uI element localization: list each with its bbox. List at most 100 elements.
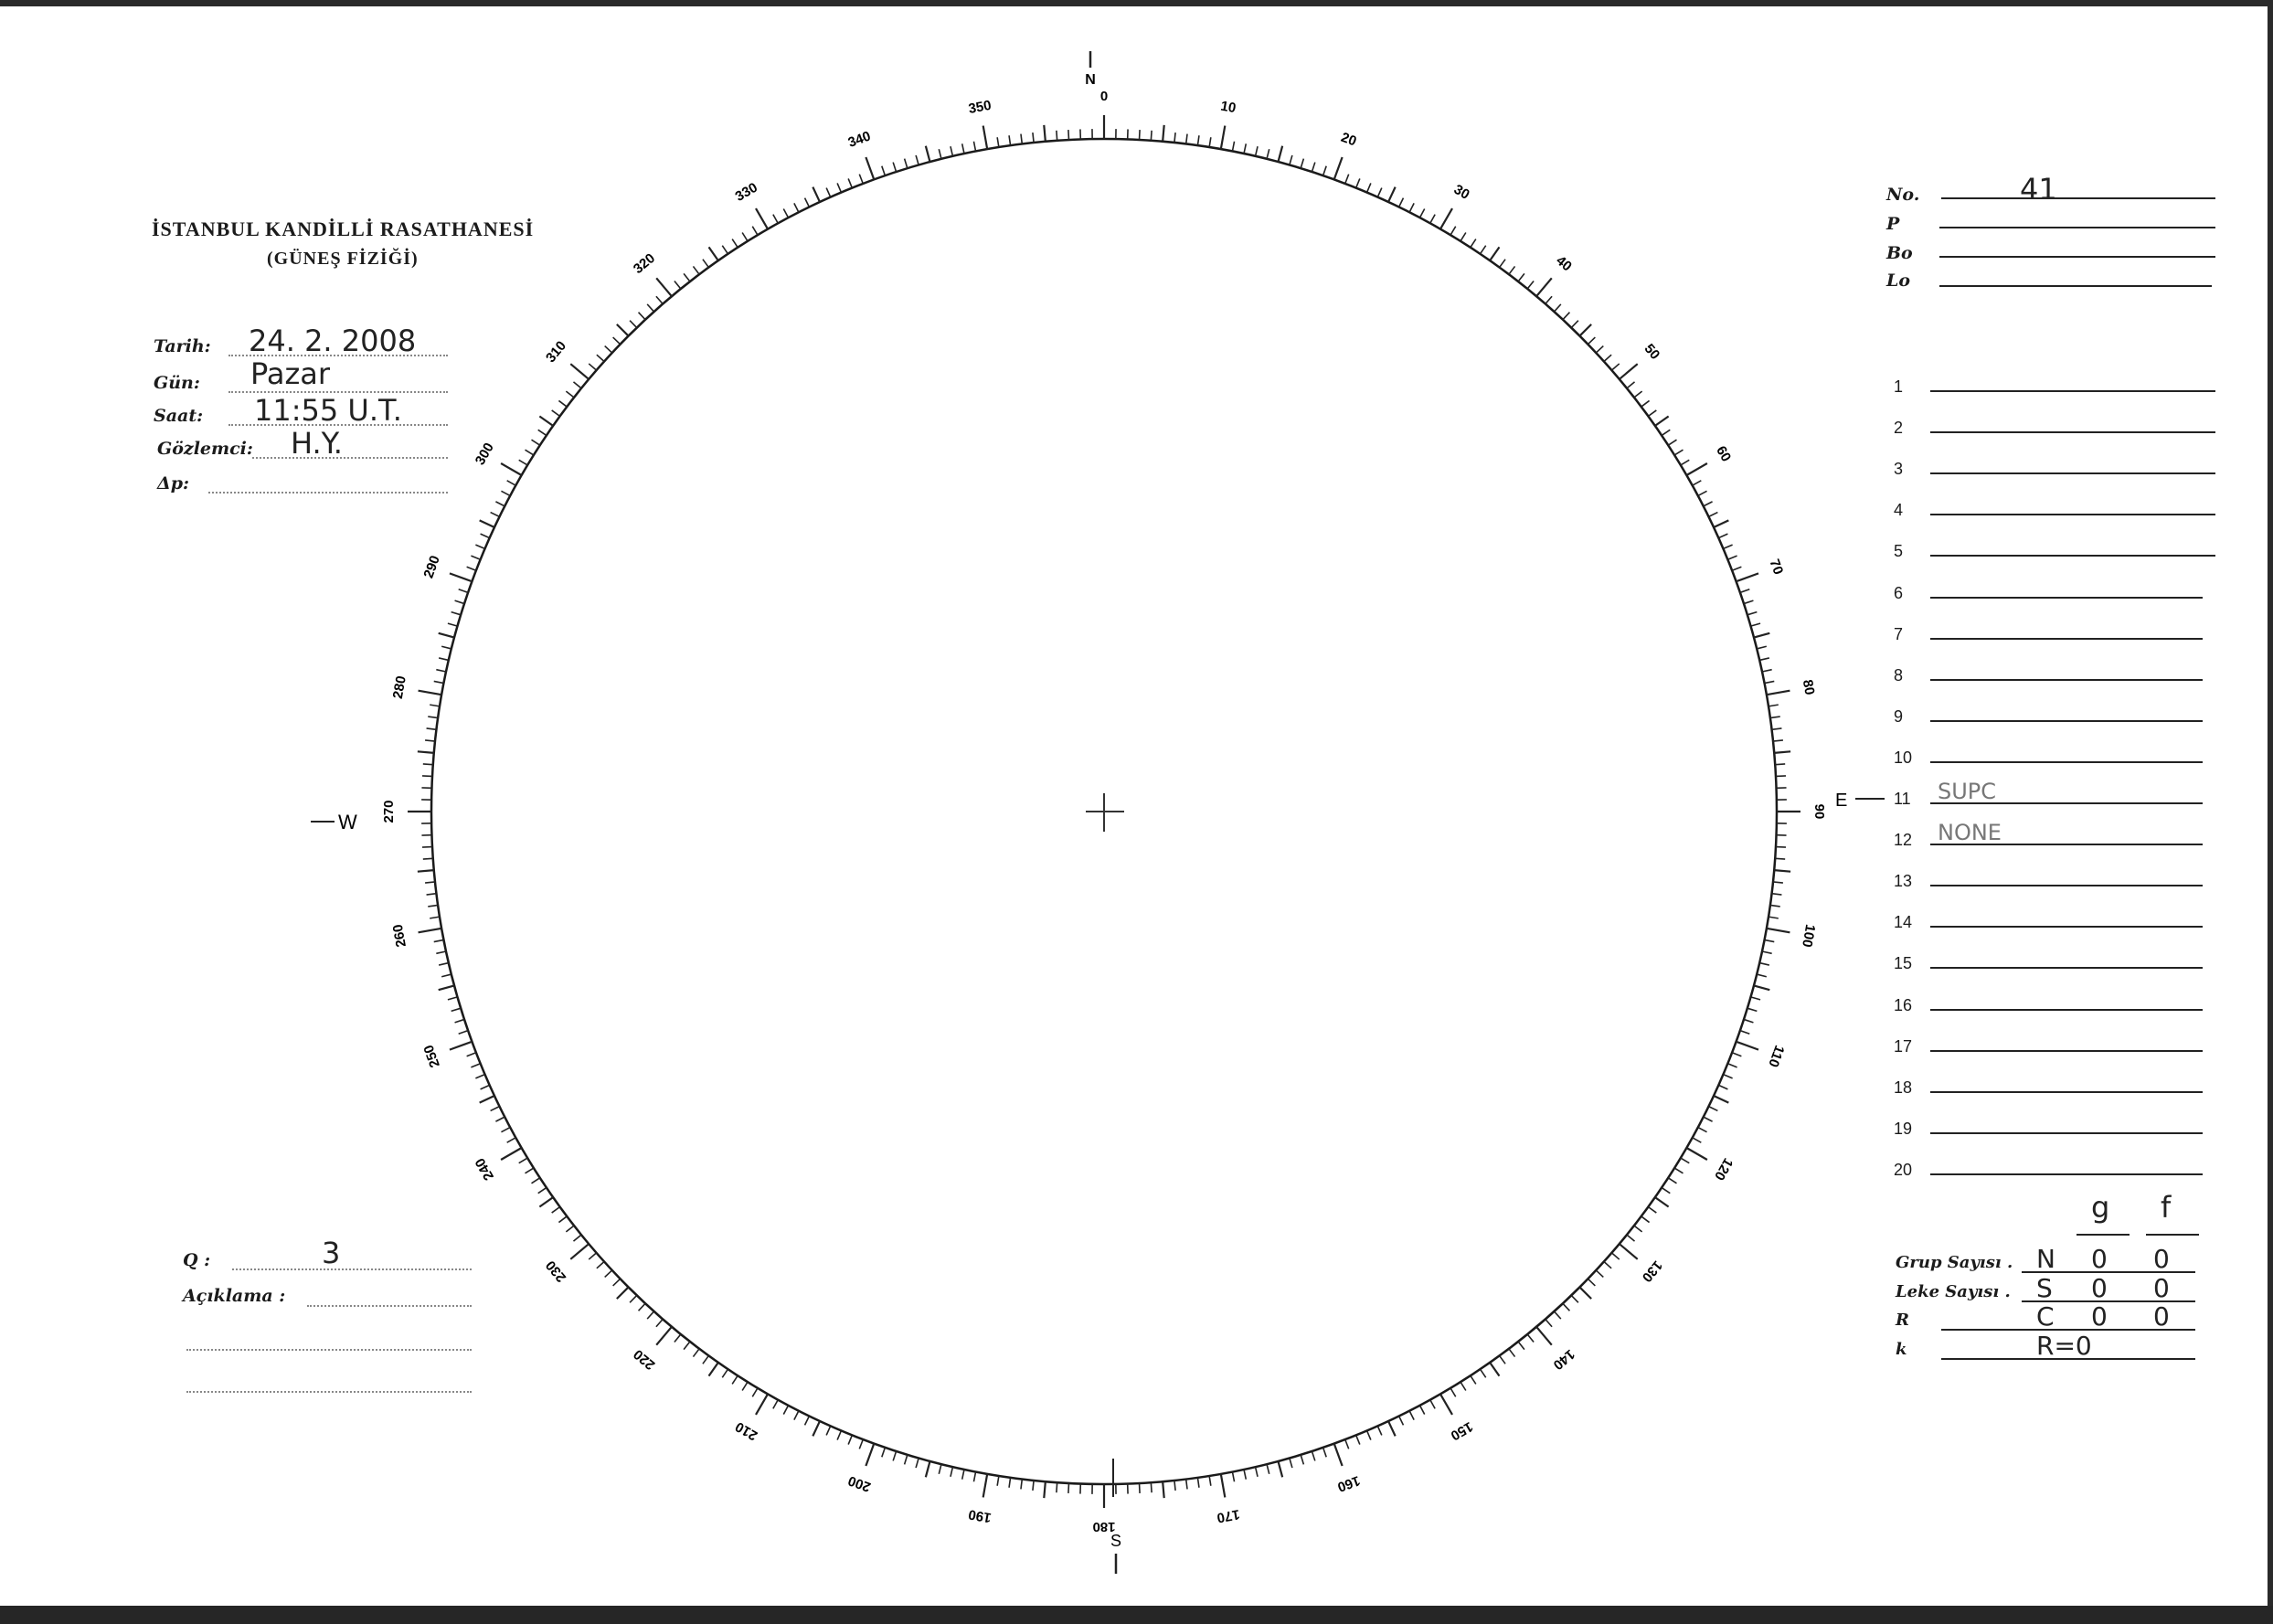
scale-tick (438, 984, 455, 992)
group-count-field[interactable]: 0 (2091, 1244, 2108, 1274)
date-field[interactable]: 24. 2. 2008 (249, 324, 417, 358)
scale-tick (847, 178, 854, 188)
scale-tick (1387, 1420, 1397, 1437)
scale-tick (1750, 996, 1761, 1001)
scale-tick (741, 1381, 749, 1391)
scale-tick (1508, 265, 1516, 275)
scale-tick (1680, 459, 1690, 466)
scale-tick (1685, 1147, 1708, 1161)
scale-tick (674, 1333, 682, 1343)
group-count-field[interactable]: 0 (2091, 1301, 2108, 1332)
line-rule (1930, 596, 2203, 599)
line-number: 20 (1894, 1160, 1913, 1179)
scale-tick (1633, 1225, 1643, 1233)
scale-tick (996, 137, 1000, 148)
scale-tick (1685, 462, 1708, 476)
scale-tick (1311, 162, 1316, 173)
scale-tick (417, 869, 434, 873)
group-count-field[interactable]: 0 (2091, 1272, 2108, 1303)
scale-tick (588, 1252, 598, 1260)
scale-tick (1526, 1333, 1535, 1343)
scale-tick (751, 226, 759, 236)
scale-tick (1772, 739, 1783, 742)
time-field[interactable]: 11:55 U.T. (254, 393, 402, 428)
scale-tick (702, 1354, 710, 1364)
scale-tick (1184, 1479, 1188, 1490)
scale-tick (616, 1286, 630, 1300)
scale-tick (1219, 125, 1227, 150)
scale-tick (1562, 312, 1571, 321)
scale-tick (1747, 610, 1758, 616)
scale-tick (1032, 1480, 1035, 1491)
line-rule (1930, 719, 2203, 722)
scale-label: 0 (1100, 89, 1108, 104)
scale-label: 250 (420, 1043, 443, 1069)
scale-tick (1775, 845, 1787, 848)
scale-tick (865, 156, 876, 180)
line-entry-field[interactable]: SUPC (1938, 779, 1997, 804)
scale-tick (1266, 148, 1270, 160)
scale-tick (865, 1443, 876, 1467)
scale-label: 20 (1339, 130, 1358, 150)
hemisphere-field[interactable]: C (2036, 1301, 2055, 1332)
spot-count-field[interactable]: 0 (2153, 1272, 2170, 1303)
scale-tick (803, 197, 811, 207)
scale-tick (433, 939, 444, 943)
day-field[interactable]: Pazar (250, 356, 331, 391)
scale-tick (782, 208, 790, 218)
spot-count-field[interactable]: 0 (2153, 1301, 2170, 1332)
scale-tick (1718, 533, 1728, 539)
counts-label: k (1896, 1339, 1907, 1359)
scale-label: 260 (390, 923, 409, 949)
scale-tick (1418, 1405, 1426, 1415)
scale-tick (793, 1410, 800, 1420)
scale-tick (1736, 572, 1759, 583)
scale-tick (422, 857, 433, 860)
observer-field[interactable]: H.Y. (291, 426, 343, 461)
hemisphere-field[interactable]: N (2036, 1244, 2055, 1274)
scale-tick (629, 320, 638, 329)
line-rule (1930, 555, 2215, 557)
scale-label: 150 (1448, 1418, 1475, 1443)
scale-tick (1731, 1052, 1742, 1057)
scale-tick (1578, 324, 1592, 337)
scale-tick (447, 996, 458, 1001)
no-label: No. (1886, 185, 1920, 205)
scale-tick (1517, 1341, 1525, 1351)
scale-tick (1626, 1234, 1636, 1242)
scale-tick (1647, 409, 1657, 418)
col-header-g: g (2091, 1190, 2110, 1225)
scale-tick (1603, 354, 1612, 363)
line-number: 16 (1894, 995, 1913, 1014)
scale-tick (612, 336, 621, 345)
scale-tick (1641, 399, 1651, 408)
scale-tick (490, 511, 500, 518)
scale-tick (501, 490, 511, 497)
q-field[interactable]: 3 (322, 1236, 341, 1270)
scale-tick (1460, 1381, 1467, 1391)
time-label: Saat: (154, 406, 204, 426)
scale-tick (938, 1463, 942, 1475)
scale-tick (1667, 1177, 1677, 1184)
spot-count-field[interactable]: 0 (2153, 1244, 2170, 1274)
hemisphere-field[interactable]: S (2036, 1272, 2053, 1303)
scan-border-top (0, 0, 2273, 6)
no-field[interactable]: 41 (2020, 172, 2057, 207)
hemisphere-field[interactable]: R=0 (2036, 1330, 2092, 1361)
scale-tick (1397, 197, 1405, 207)
scale-label: 80 (1800, 678, 1818, 695)
scale-tick (479, 1095, 495, 1104)
scale-tick (518, 1157, 528, 1164)
scale-tick (1365, 1430, 1372, 1440)
scale-tick (1769, 716, 1780, 719)
scale-tick (1562, 1302, 1571, 1311)
scale-tick (1661, 429, 1671, 437)
south-label: S (1110, 1532, 1121, 1550)
scale-tick (646, 1311, 655, 1320)
scale-tick (441, 973, 452, 978)
line-number: 7 (1894, 624, 1904, 643)
scale-tick (1387, 186, 1397, 203)
scale-tick (569, 363, 589, 380)
scale-tick (1289, 154, 1293, 165)
line-entry-field[interactable]: NONE (1938, 820, 2002, 846)
